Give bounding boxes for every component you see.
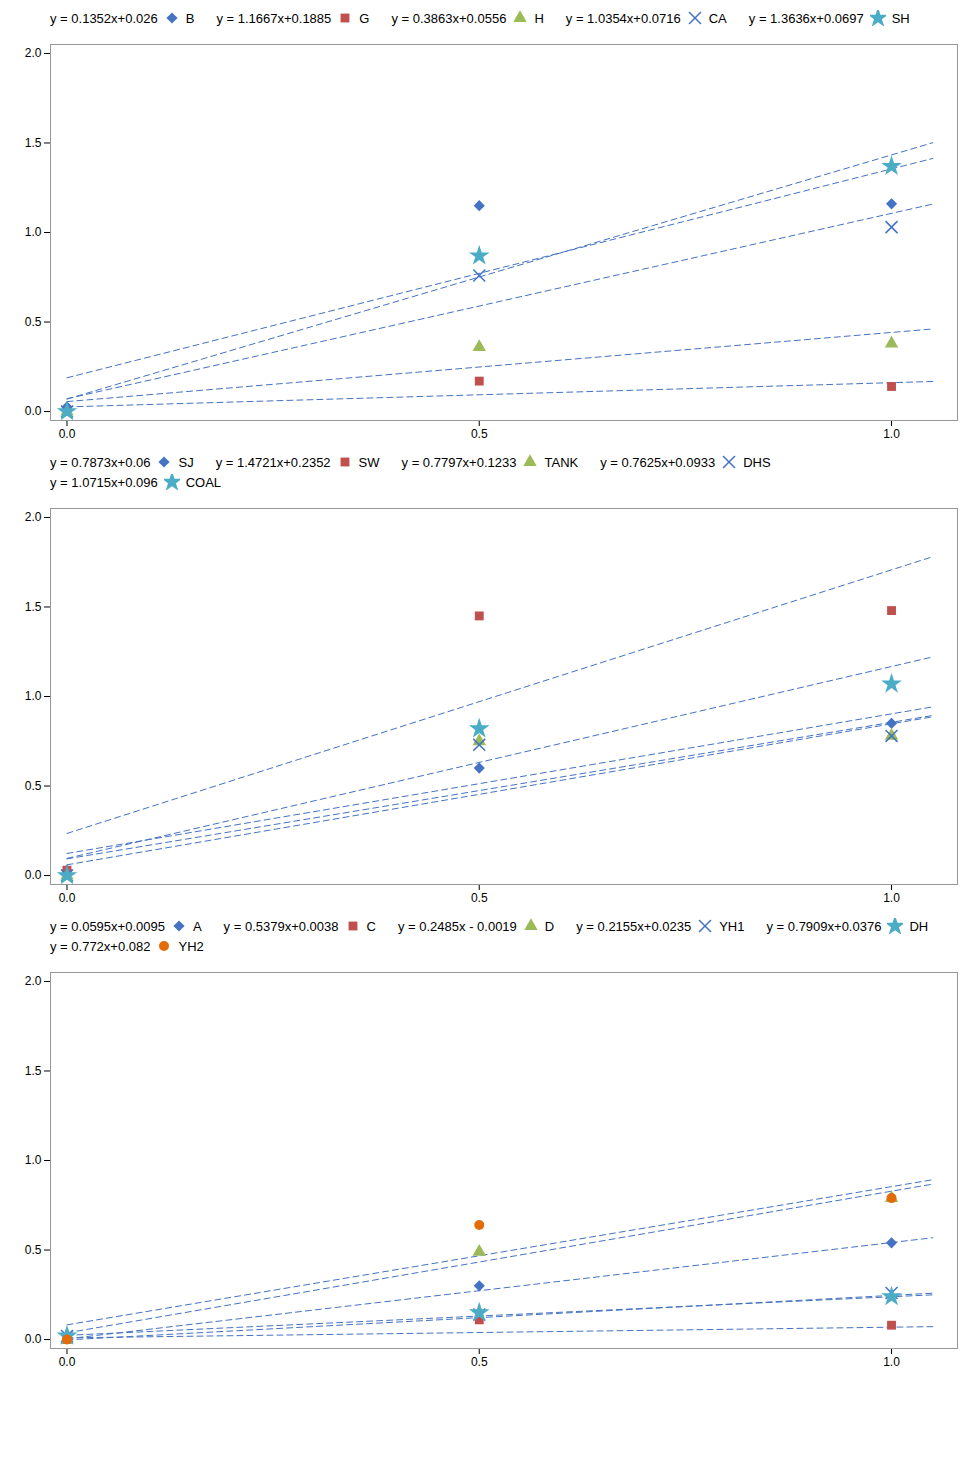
html-text:A: A — [192, 918, 202, 934]
html-text:B: B — [185, 10, 195, 26]
svg-text:2.0: 2.0 — [25, 46, 42, 60]
svg-text:2.0: 2.0 — [25, 510, 42, 524]
svg-text:0.5: 0.5 — [25, 779, 42, 793]
html-text:YH2: YH2 — [178, 938, 204, 954]
svg-text:0.0: 0.0 — [59, 427, 76, 441]
html-text:CA: CA — [708, 10, 727, 26]
svg-text:1.5: 1.5 — [25, 600, 42, 614]
svg-text:0.5: 0.5 — [471, 1355, 488, 1369]
html-text:y = 0.3863x+0.0556: y = 0.3863x+0.0556 — [391, 10, 507, 26]
svg-text:1.0: 1.0 — [883, 891, 900, 905]
html-text:y = 1.1667x+0.1885: y = 1.1667x+0.1885 — [216, 10, 332, 26]
svg-text:0.0: 0.0 — [25, 404, 42, 418]
html-text:y = 1.0354x+0.0716: y = 1.0354x+0.0716 — [565, 10, 681, 26]
svg-text:0.5: 0.5 — [471, 427, 488, 441]
html-text:y = 0.7625x+0.0933: y = 0.7625x+0.0933 — [600, 454, 716, 470]
html-text:y = 0.0595x+0.0095: y = 0.0595x+0.0095 — [50, 918, 165, 934]
html-text:SH: SH — [891, 10, 910, 26]
html-text:y = 1.0715x+0.096: y = 1.0715x+0.096 — [50, 474, 158, 490]
svg-text:1.0: 1.0 — [883, 1355, 900, 1369]
html-text:C: C — [366, 918, 376, 934]
svg-text:1.0: 1.0 — [883, 427, 900, 441]
html-text:H: H — [534, 10, 544, 26]
html-text:y = 0.1352x+0.026: y = 0.1352x+0.026 — [50, 10, 158, 26]
html-text:G: G — [359, 10, 370, 26]
svg-text:0.0: 0.0 — [59, 1355, 76, 1369]
svg-text:1.0: 1.0 — [25, 689, 42, 703]
svg-text:0.5: 0.5 — [25, 315, 42, 329]
svg-text:2.0: 2.0 — [25, 974, 42, 988]
svg-text:0.5: 0.5 — [471, 891, 488, 905]
svg-text:0.0: 0.0 — [25, 1332, 42, 1346]
html-text:SW: SW — [358, 454, 380, 470]
svg-text:1.5: 1.5 — [25, 136, 42, 150]
html-text:y = 0.5379x+0.0038: y = 0.5379x+0.0038 — [223, 918, 339, 934]
html-text:y = 0.7909x+0.0376: y = 0.7909x+0.0376 — [766, 918, 882, 934]
html-text:SJ: SJ — [178, 454, 194, 470]
svg-text:1.0: 1.0 — [25, 1153, 42, 1167]
html-text:y = 0.7873x+0.06: y = 0.7873x+0.06 — [50, 454, 151, 470]
html-text:TANK: TANK — [544, 454, 579, 470]
html-text:y = 0.772x+0.082: y = 0.772x+0.082 — [50, 938, 151, 954]
svg-text:1.5: 1.5 — [25, 1064, 42, 1078]
svg-text:1.0: 1.0 — [25, 225, 42, 239]
html-text:y = 0.2155x+0.0235: y = 0.2155x+0.0235 — [576, 918, 692, 934]
html-text:y = 1.3636x+0.0697: y = 1.3636x+0.0697 — [748, 10, 864, 26]
svg-text:0.0: 0.0 — [25, 868, 42, 882]
svg-text:0.5: 0.5 — [25, 1243, 42, 1257]
html-text:y = 0.7797x+0.1233: y = 0.7797x+0.1233 — [401, 454, 517, 470]
html-text:YH1: YH1 — [719, 918, 745, 934]
html-text:COAL: COAL — [185, 474, 222, 490]
html-text:y = 0.2485x - 0.0019: y = 0.2485x - 0.0019 — [397, 918, 517, 934]
html-text:DH: DH — [909, 918, 929, 934]
svg-text:0.0: 0.0 — [59, 891, 76, 905]
html-text:D: D — [544, 918, 555, 934]
html-text:DHS: DHS — [743, 454, 771, 470]
html-text:y = 1.4721x+0.2352: y = 1.4721x+0.2352 — [215, 454, 331, 470]
